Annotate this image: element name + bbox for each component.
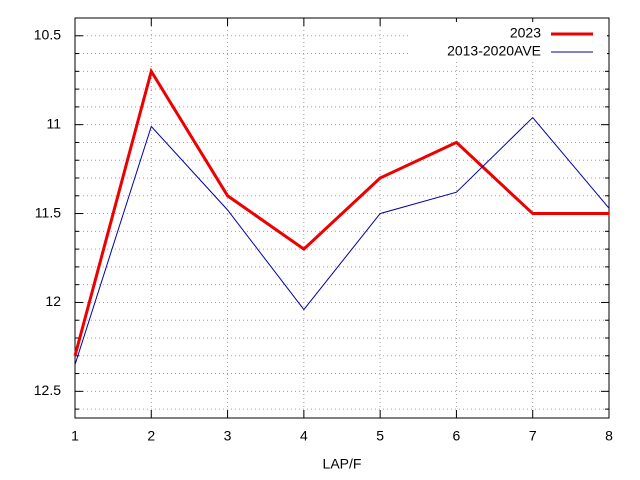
x-tick-label: 5	[376, 428, 384, 444]
y-tick-label: 12	[45, 293, 61, 309]
series-line	[73, 67, 609, 357]
legend-box	[411, 22, 607, 62]
y-tick-label: 11.5	[35, 204, 61, 220]
x-tick-label: 2	[147, 428, 155, 444]
x-tick-label: 6	[453, 428, 461, 444]
legend-label: 2013-2020AVE	[447, 43, 541, 59]
x-tick-label: 8	[605, 428, 613, 444]
x-tick-label: 4	[300, 428, 308, 444]
legend: 2023 2013-2020AVE	[411, 22, 607, 62]
x-tick-label: 1	[71, 428, 79, 444]
y-tick-label: 10.5	[34, 26, 61, 42]
legend-label: 2023	[510, 25, 541, 41]
x-axis-label: LAP/F	[323, 456, 362, 472]
x-tick-label: 7	[529, 428, 537, 444]
plot-frame	[74, 17, 610, 419]
y-tick-label: 12.5	[34, 382, 61, 398]
x-tick-label: 3	[224, 428, 232, 444]
y-tick-label: 11	[46, 115, 61, 131]
series-line	[74, 116, 610, 365]
